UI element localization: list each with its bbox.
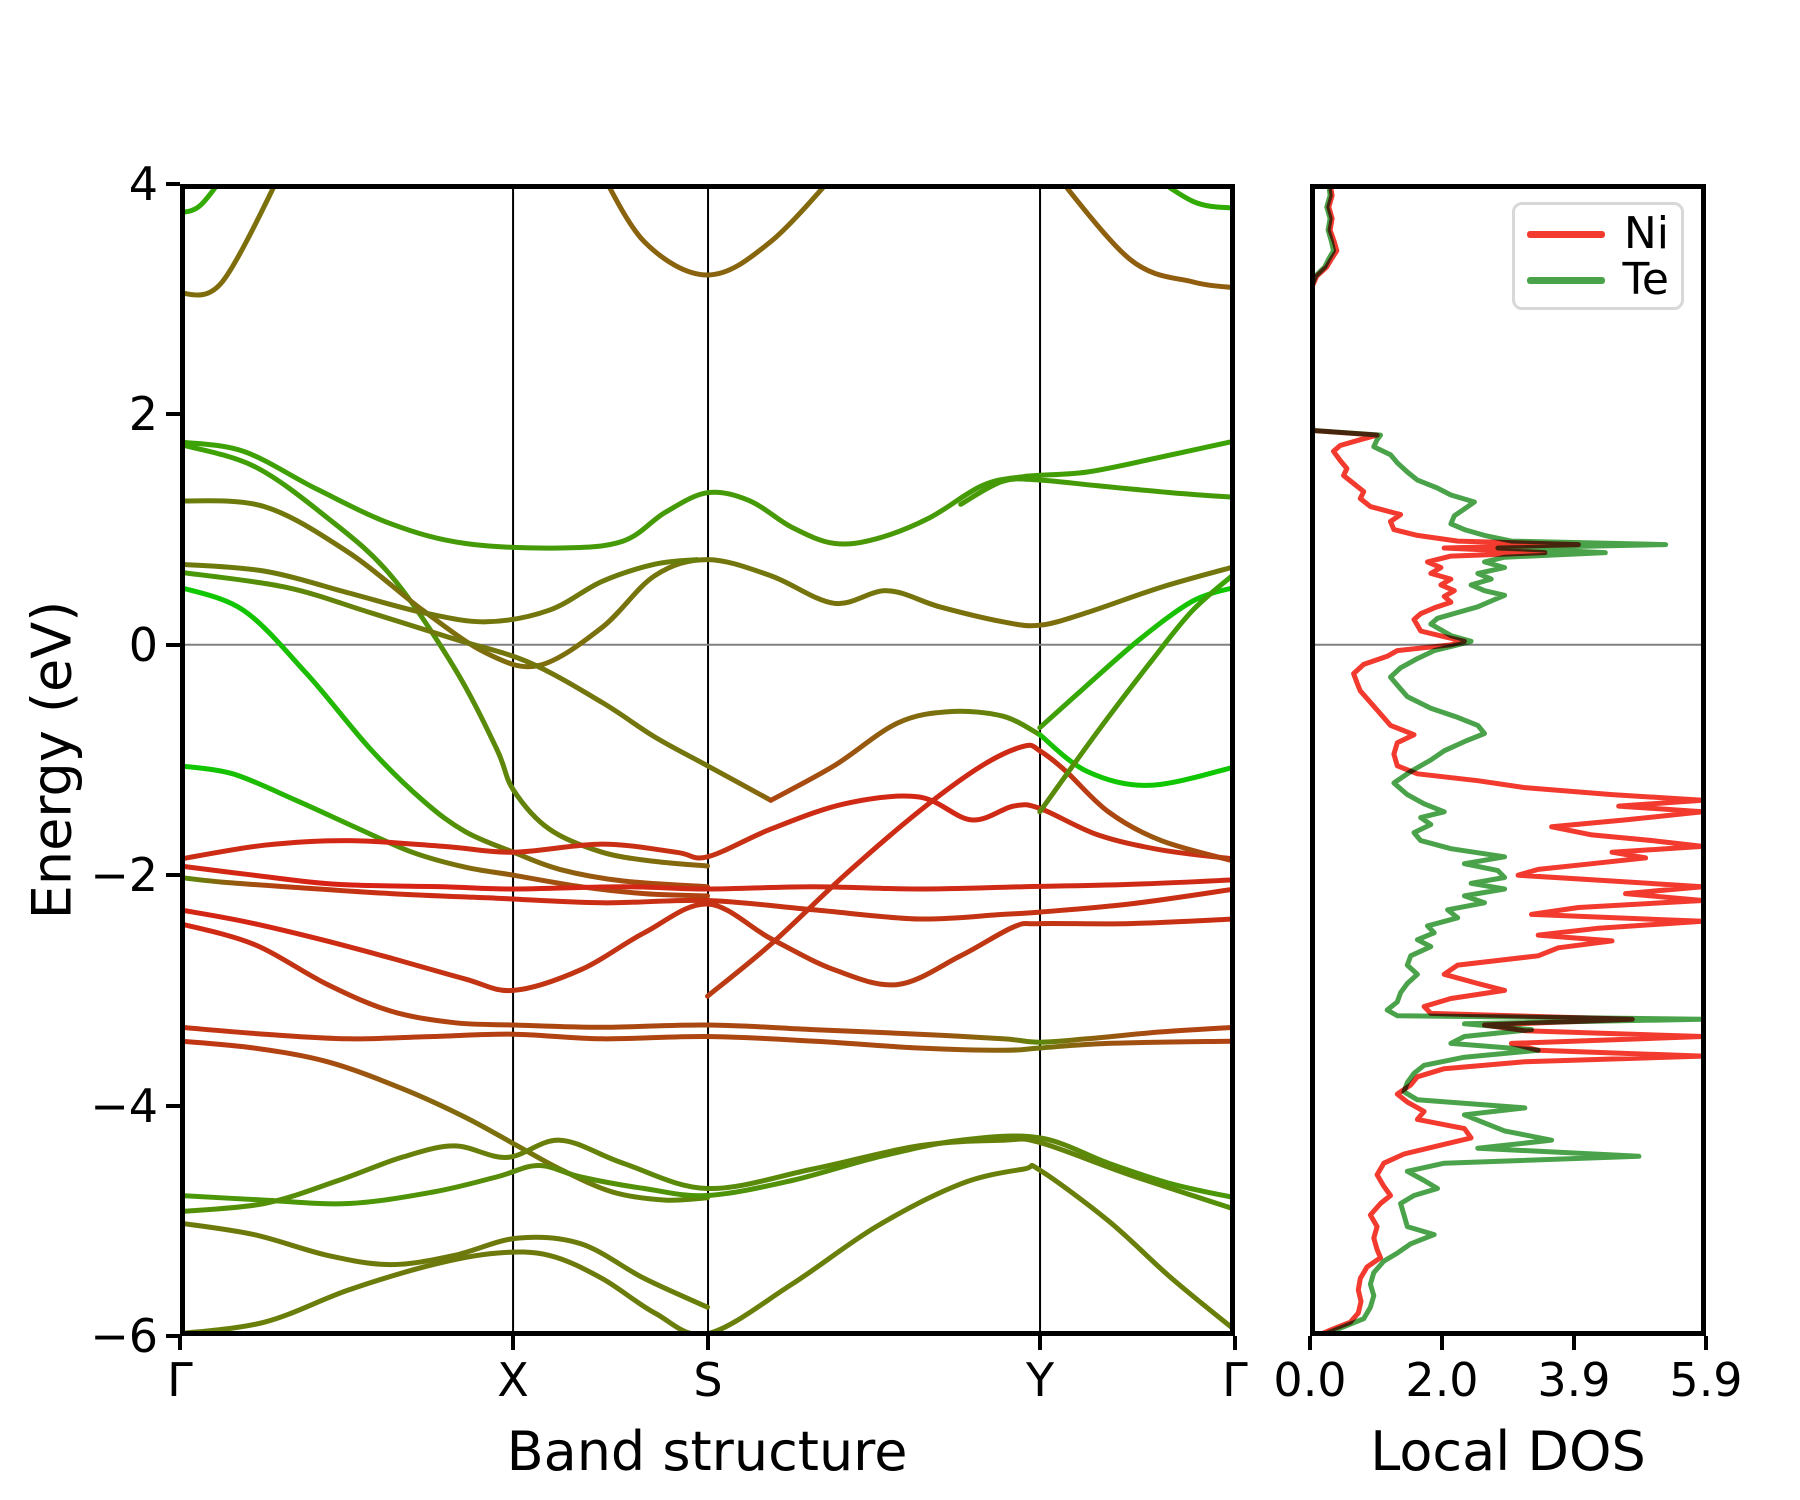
dos-x-axis-title: Local DOS bbox=[1370, 1420, 1646, 1483]
legend-label-te: Te bbox=[1622, 254, 1669, 305]
tick-mark bbox=[1038, 1336, 1043, 1350]
tick-label: 0.0 bbox=[1273, 1353, 1347, 1407]
tick-label: X bbox=[497, 1353, 529, 1407]
tick-label: 4 bbox=[128, 157, 158, 211]
tick-mark bbox=[706, 1336, 711, 1350]
tick-label: Y bbox=[1025, 1353, 1055, 1407]
tick-mark bbox=[1704, 1336, 1708, 1350]
tick-label: 2 bbox=[128, 387, 158, 442]
dos-plot bbox=[1310, 184, 1706, 1336]
legend-entry-ni: Ni bbox=[1527, 211, 1669, 257]
tick-mark bbox=[178, 1336, 182, 1350]
legend-label-ni: Ni bbox=[1623, 208, 1669, 259]
tick-label: 3.9 bbox=[1537, 1353, 1611, 1407]
tick-label: 5.9 bbox=[1669, 1353, 1743, 1407]
legend: Ni Te bbox=[1512, 202, 1684, 310]
band-structure-plot bbox=[180, 184, 1235, 1336]
tick-mark bbox=[1308, 1336, 1312, 1350]
tick-label: Γ bbox=[167, 1353, 193, 1407]
te-line-swatch bbox=[1527, 276, 1605, 284]
tick-mark bbox=[166, 182, 180, 186]
tick-label: 2.0 bbox=[1405, 1353, 1479, 1407]
tick-mark bbox=[1233, 1336, 1237, 1350]
tick-mark bbox=[166, 412, 180, 417]
tick-label: −2 bbox=[90, 848, 158, 903]
tick-label: −6 bbox=[90, 1309, 158, 1363]
legend-entry-te: Te bbox=[1527, 257, 1669, 303]
ni-line-swatch bbox=[1527, 230, 1605, 238]
tick-mark bbox=[166, 642, 180, 647]
tick-mark bbox=[166, 1103, 180, 1108]
tick-label: −4 bbox=[90, 1078, 158, 1133]
tick-label: S bbox=[693, 1353, 723, 1407]
band-x-axis-title: Band structure bbox=[506, 1420, 908, 1483]
tick-mark bbox=[166, 873, 180, 878]
tick-mark bbox=[1440, 1336, 1444, 1350]
tick-mark bbox=[166, 1334, 180, 1338]
tick-mark bbox=[1571, 1336, 1576, 1350]
tick-label: 0 bbox=[128, 617, 158, 672]
y-axis-title: Energy (eV) bbox=[20, 600, 84, 920]
tick-label: Γ bbox=[1222, 1353, 1248, 1407]
tick-mark bbox=[511, 1336, 516, 1350]
